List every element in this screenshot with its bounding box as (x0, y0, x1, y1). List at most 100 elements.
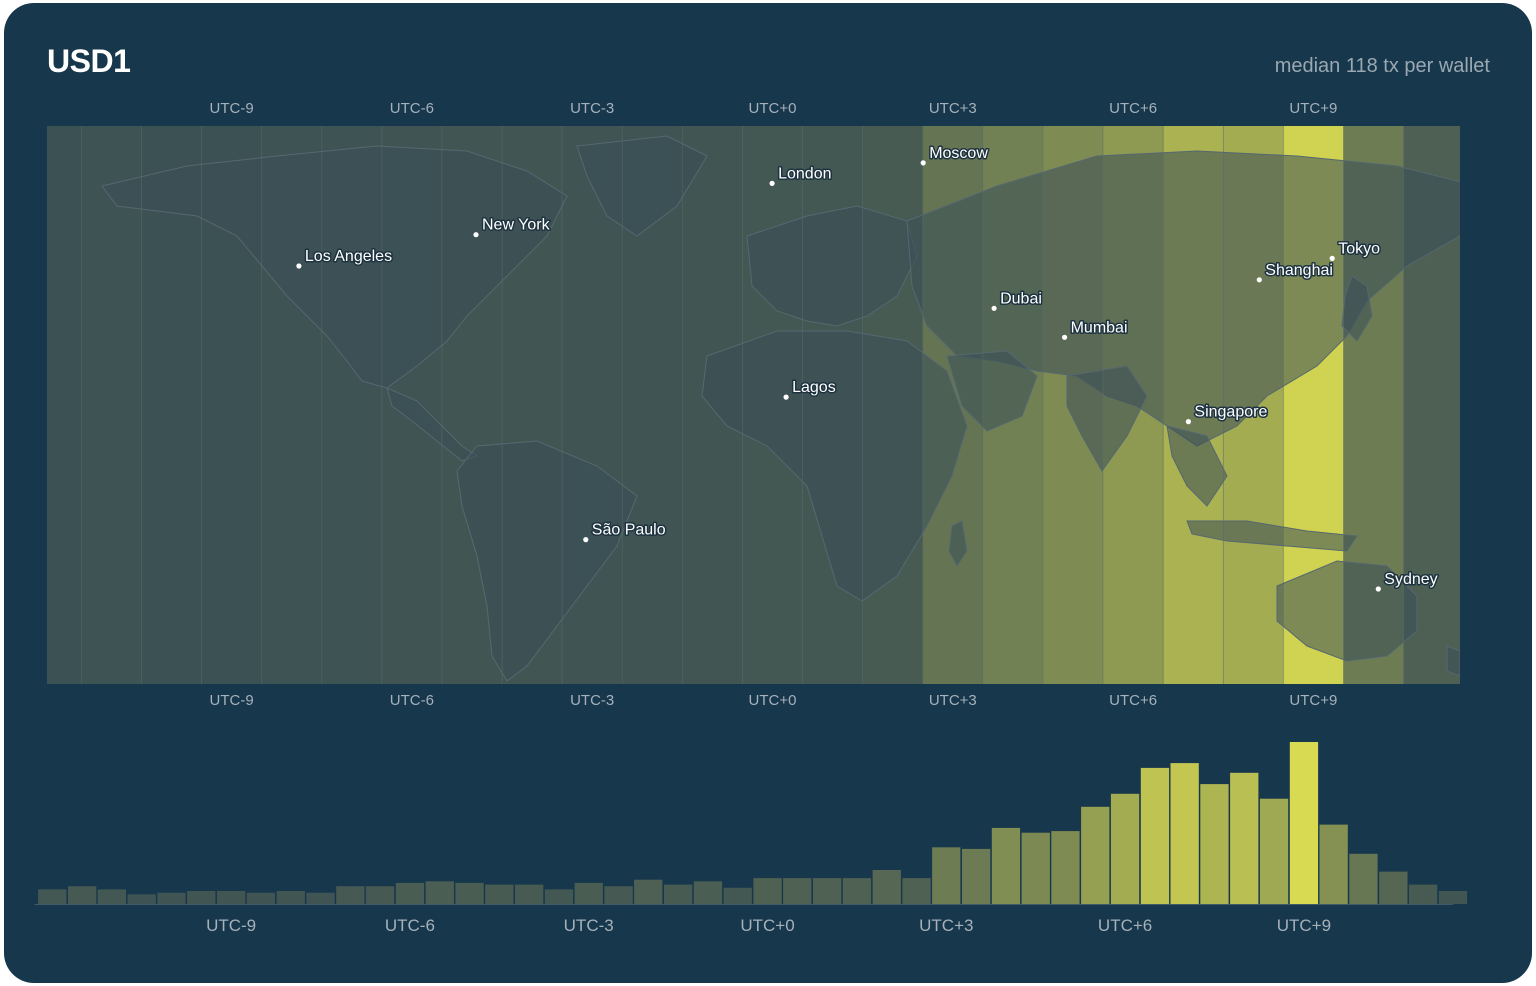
city-dot (296, 263, 302, 269)
city-label: New York (482, 217, 551, 234)
histogram-bar (1230, 772, 1259, 904)
land-masses (101, 135, 1460, 682)
city-label: Moscow (929, 145, 988, 162)
histogram-tick-label: UTC-3 (564, 916, 614, 935)
city-dot (991, 305, 997, 311)
city-dot (1256, 277, 1262, 283)
histogram-bar (574, 882, 603, 904)
timezone-label: UTC+0 (748, 100, 797, 117)
histogram-bar (306, 892, 335, 904)
australia-shape (1276, 560, 1418, 662)
city-label: Tokyo (1338, 240, 1380, 257)
city-dot (1329, 255, 1335, 261)
city-label: Mumbai (1071, 319, 1128, 336)
histogram-bar (127, 894, 156, 904)
histogram-bar (902, 878, 931, 904)
histogram-bar (455, 882, 484, 904)
histogram-bar (187, 891, 216, 904)
timezone-lines (80, 126, 1404, 684)
timezone-label: UTC+6 (1109, 100, 1158, 117)
madagascar-shape (948, 520, 968, 567)
histogram-bar (634, 879, 663, 904)
timezone-label: UTC+3 (928, 692, 977, 709)
timezone-label: UTC-9 (209, 100, 254, 117)
timezone-band (141, 126, 202, 684)
timezone-label: UTC-3 (570, 100, 615, 117)
city-markers: Los Angeles New York London Moscow Dubai Mumb… (296, 143, 1439, 592)
histogram-tick-label: UTC-9 (206, 916, 256, 935)
timezone-label: UTC-6 (389, 100, 434, 117)
histogram-tick-label: UTC+9 (1277, 916, 1331, 935)
world-map-svg: Los Angeles New York London Moscow Dubai Mumb… (47, 126, 1460, 684)
city-label: Dubai (1000, 290, 1042, 307)
city-dot (473, 232, 479, 238)
histogram-bar (485, 884, 514, 904)
histogram-bar (1110, 793, 1140, 904)
histogram-bar (753, 878, 782, 904)
africa-shape (701, 330, 968, 602)
city-label: Sydney (1384, 571, 1437, 588)
city-dot (1062, 334, 1068, 340)
histogram-bar (68, 886, 97, 904)
histogram-bar (664, 884, 693, 904)
europe-shape (746, 205, 918, 327)
timezone-band (47, 126, 82, 684)
histogram-bar (97, 889, 126, 904)
histogram-bar (246, 892, 275, 904)
city-dot (920, 160, 926, 166)
histogram-bar (1379, 871, 1408, 904)
city-dot (583, 537, 589, 543)
histogram-bar (1408, 884, 1438, 904)
activity-histogram: UTC-9 UTC-6 UTC-3 UTC+0 UTC+3 UTC+6 UTC+9 (34, 742, 1468, 935)
chart-card: USD1 median 118 tx per wallet UTC-9 UTC-6… (4, 3, 1532, 983)
india-shape (1066, 365, 1148, 472)
histogram-bar (38, 889, 67, 904)
histogram-bar (1438, 891, 1468, 904)
city-dot (783, 394, 789, 400)
north-america-shape (101, 145, 568, 389)
city-label: London (778, 165, 831, 182)
histogram-bar (1200, 784, 1229, 904)
city-dot (1185, 419, 1191, 425)
timezone-label: UTC+3 (928, 100, 977, 117)
timezone-label: UTC+9 (1289, 100, 1338, 117)
histogram-bar (693, 881, 723, 904)
histogram-bar (1140, 767, 1170, 904)
city-label: São Paulo (592, 522, 666, 539)
histogram-bar (604, 886, 633, 904)
histogram-bar (395, 882, 425, 904)
timezone-label: UTC-6 (389, 692, 434, 709)
timezone-label: UTC+9 (1289, 692, 1338, 709)
histogram-tick-label: UTC+3 (919, 916, 973, 935)
histogram-bar (217, 891, 246, 904)
japan-shape (1341, 275, 1373, 342)
new-zealand-shape (1446, 645, 1460, 677)
histogram-x-ticks: UTC-9 UTC-6 UTC-3 UTC+0 UTC+3 UTC+6 UTC+9 (206, 916, 1331, 935)
histogram-bar (544, 889, 574, 904)
chart-subtitle: median 118 tx per wallet (1274, 55, 1490, 77)
histogram-bar (1349, 853, 1378, 904)
histogram-bar (872, 870, 901, 904)
histogram-bar (783, 878, 812, 904)
histogram-tick-label: UTC+0 (740, 916, 794, 935)
greenland-shape (576, 135, 708, 237)
histogram-bar (1170, 763, 1199, 904)
histogram-bar (813, 878, 842, 904)
histogram-bar (962, 848, 991, 904)
histogram-bar (723, 887, 752, 904)
world-map: Los Angeles New York London Moscow Dubai Mumb… (47, 126, 1460, 684)
city-label: Singapore (1194, 404, 1267, 421)
histogram-bar (842, 878, 872, 904)
timezone-label: UTC-9 (209, 692, 254, 709)
timezone-label: UTC+0 (748, 692, 797, 709)
histogram-bar (425, 881, 454, 904)
city-label: Los Angeles (305, 248, 392, 265)
histogram-tick-label: UTC-6 (385, 916, 435, 935)
city-label: Shanghai (1265, 262, 1333, 279)
histogram-bar (1081, 806, 1110, 904)
chart-title: USD1 (47, 43, 131, 79)
arabia-shape (946, 350, 1038, 432)
histogram-bar (1289, 742, 1319, 904)
histogram-bar (157, 892, 186, 904)
southeast-asia-shape (1166, 425, 1228, 507)
